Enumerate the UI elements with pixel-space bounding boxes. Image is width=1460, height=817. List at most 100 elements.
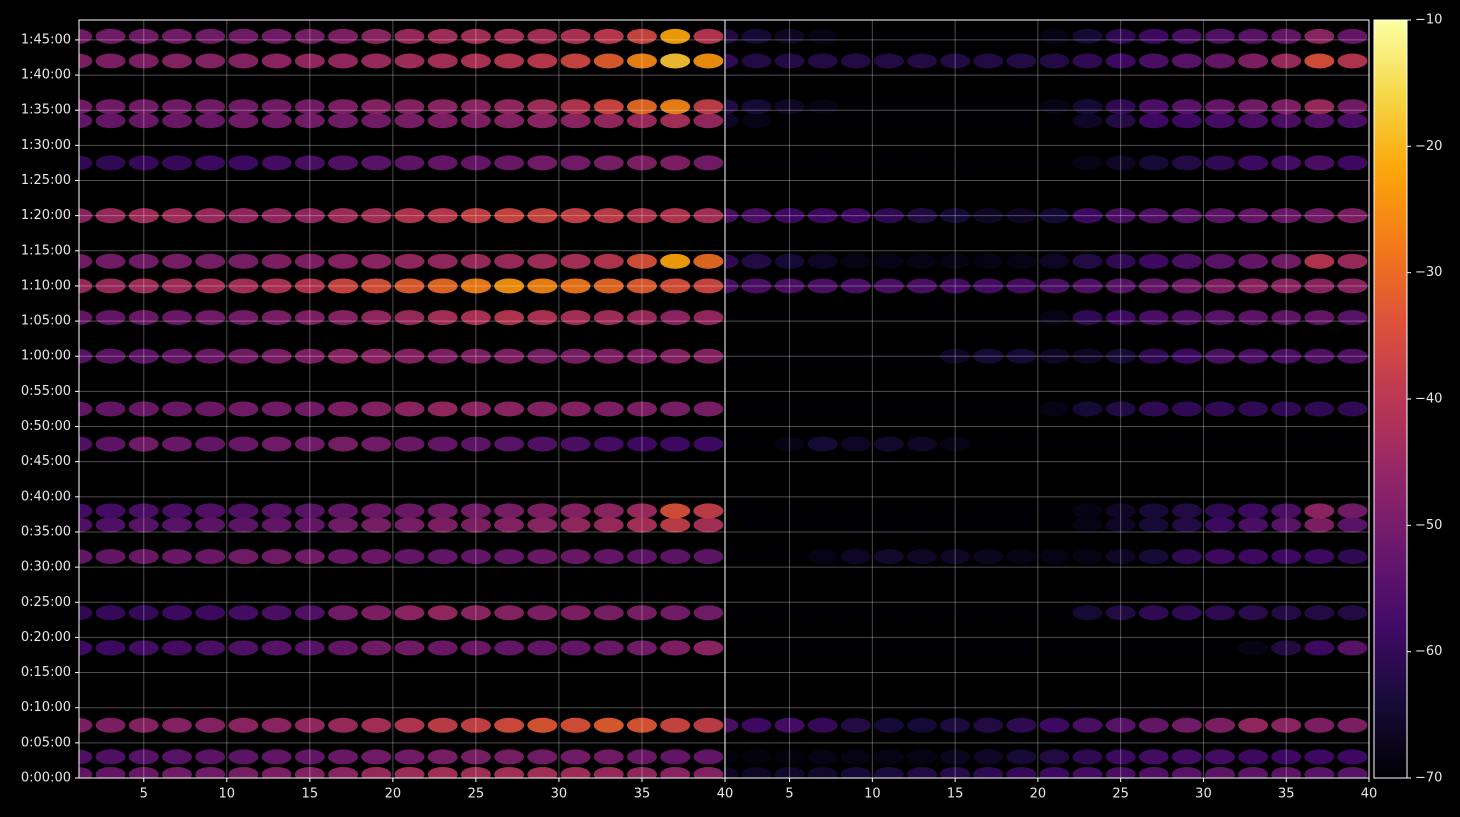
heat-cell: [626, 28, 657, 44]
heat-cell: [593, 253, 624, 269]
heat-cell: [494, 208, 525, 224]
heat-cell: [973, 749, 1004, 765]
heat-cell: [361, 436, 392, 452]
heat-cell: [626, 640, 657, 656]
heat-cell: [807, 278, 838, 294]
heat-cell: [840, 113, 871, 129]
heat-cell: [1238, 717, 1269, 733]
heat-cell: [161, 53, 192, 69]
heat-cell: [1138, 348, 1169, 364]
heat-cell: [940, 28, 971, 44]
heat-cell: [807, 113, 838, 129]
heat-cell: [128, 28, 159, 44]
x-tick-label: 15: [947, 787, 964, 802]
heat-cell: [1072, 549, 1103, 565]
heat-cell: [460, 517, 491, 533]
heat-cell: [1337, 517, 1368, 533]
heat-cell: [774, 278, 805, 294]
x-tick-label: 5: [785, 787, 793, 802]
heat-cell: [95, 28, 126, 44]
heat-cell: [294, 99, 325, 115]
heat-cell: [660, 503, 691, 519]
heat-cell: [840, 749, 871, 765]
heat-cell: [161, 278, 192, 294]
heat-cell: [460, 605, 491, 621]
heat-cell: [873, 53, 904, 69]
heat-cell: [807, 549, 838, 565]
heat-cell: [593, 208, 624, 224]
heat-cell: [626, 155, 657, 171]
heat-cell: [840, 310, 871, 326]
colorbar: [1373, 19, 1408, 779]
heat-cell: [427, 208, 458, 224]
heat-cell: [1205, 155, 1236, 171]
heat-cell: [1205, 348, 1236, 364]
heat-cell: [1271, 310, 1302, 326]
heat-cell: [593, 53, 624, 69]
heat-cell: [693, 401, 724, 417]
heat-cell: [807, 503, 838, 519]
heat-cell: [328, 99, 359, 115]
heat-cell: [161, 155, 192, 171]
heat-cell: [261, 99, 292, 115]
heat-cell: [1238, 503, 1269, 519]
heat-cell: [593, 517, 624, 533]
heat-cell: [79, 767, 93, 778]
heat-cell: [460, 99, 491, 115]
heat-cell: [1006, 640, 1037, 656]
heat-cell: [1304, 640, 1335, 656]
heat-cell: [361, 53, 392, 69]
heat-cell: [1238, 749, 1269, 765]
heat-cell: [1238, 310, 1269, 326]
heat-cell: [195, 717, 226, 733]
heat-cell: [1304, 348, 1335, 364]
heat-cell: [1039, 113, 1070, 129]
heat-cell: [95, 436, 126, 452]
heat-cell: [195, 53, 226, 69]
heat-cell: [128, 766, 159, 778]
heat-cell: [1271, 749, 1302, 765]
y-tick-label: 0:35:00: [21, 524, 71, 539]
heat-cell: [626, 310, 657, 326]
heat-cell: [1105, 605, 1136, 621]
heat-cell: [261, 155, 292, 171]
heat-cell: [79, 113, 93, 129]
heat-cell: [1072, 749, 1103, 765]
heat-cell: [807, 766, 838, 778]
heat-cell: [626, 605, 657, 621]
heat-cell: [741, 348, 772, 364]
heat-cell: [128, 53, 159, 69]
heat-cell: [1304, 503, 1335, 519]
heat-cell: [1039, 155, 1070, 171]
heat-cell: [79, 549, 93, 565]
heat-cell: [741, 766, 772, 778]
heat-cell: [1039, 28, 1070, 44]
heat-cell: [840, 348, 871, 364]
heat-cell: [973, 640, 1004, 656]
heat-cell: [807, 401, 838, 417]
heat-cell: [873, 348, 904, 364]
heat-cell: [873, 549, 904, 565]
heat-cell: [294, 208, 325, 224]
heat-cell: [940, 766, 971, 778]
heat-cell: [907, 749, 938, 765]
heat-cell: [973, 348, 1004, 364]
heat-cell: [128, 253, 159, 269]
heat-cell: [593, 549, 624, 565]
heat-cell: [1205, 401, 1236, 417]
heat-cell: [1072, 766, 1103, 778]
heat-cell: [774, 348, 805, 364]
heat-cell: [1238, 155, 1269, 171]
heat-cell: [494, 549, 525, 565]
heat-cell: [807, 717, 838, 733]
heat-cell: [593, 348, 624, 364]
heat-cell: [361, 766, 392, 778]
heat-cell: [460, 278, 491, 294]
heat-cell: [460, 717, 491, 733]
heat-cell: [940, 53, 971, 69]
heat-cell: [626, 53, 657, 69]
heat-cell: [1238, 278, 1269, 294]
heat-cell: [1337, 549, 1368, 565]
heat-cell: [1171, 401, 1202, 417]
heat-cell: [1337, 436, 1368, 452]
